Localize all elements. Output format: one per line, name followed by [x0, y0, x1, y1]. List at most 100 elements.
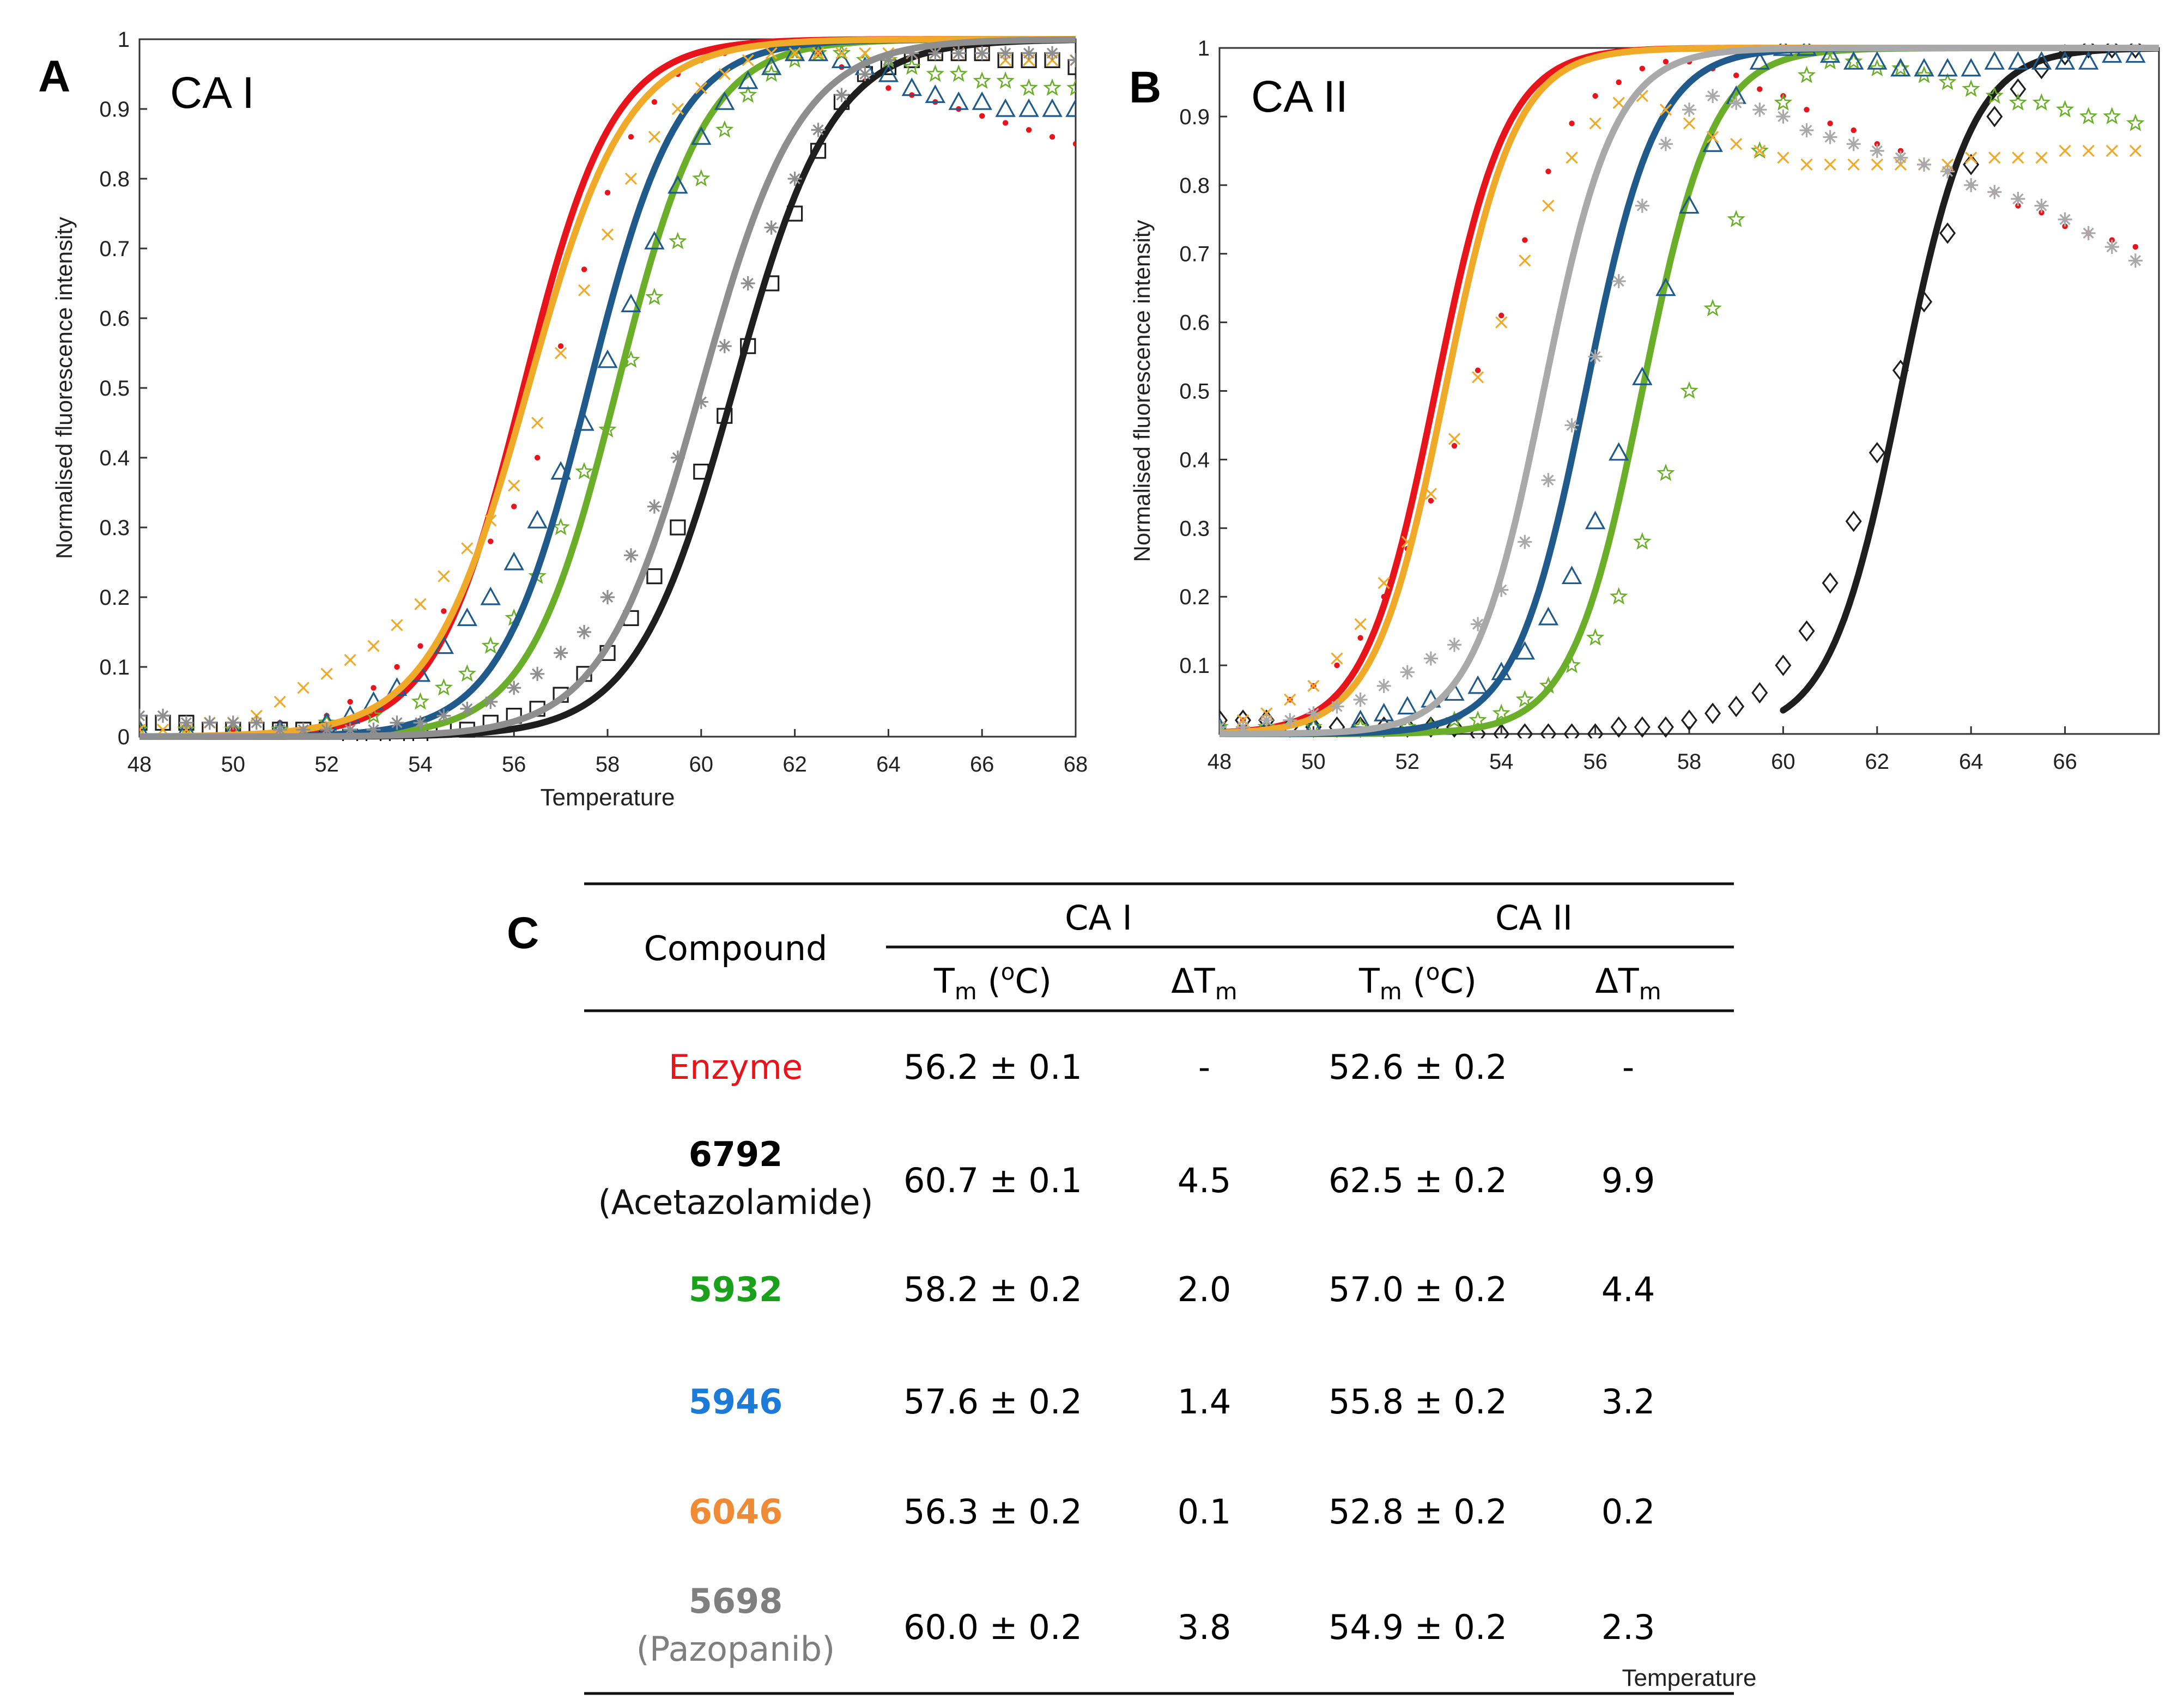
data-point-6046 [1612, 96, 1625, 109]
fit-curve-5698-pazopanib [1220, 45, 2159, 737]
data-point-enzyme [1592, 93, 1598, 99]
data-point-6792-acetazolamide [2033, 58, 2050, 80]
data-point-5698-pazopanib [1752, 102, 1767, 117]
data-point-5932 [926, 64, 944, 82]
data-point-5932 [1727, 210, 1745, 228]
y-tick-label: 0.7 [1179, 242, 1210, 266]
ca-i-tm-value: 60.0 ± 0.2 [903, 1607, 1082, 1647]
data-point-6792-acetazolamide [1657, 716, 1674, 738]
data-point-5698-pazopanib [1588, 349, 1603, 364]
data-point-6792-acetazolamide [1798, 620, 1815, 642]
data-point-6046 [1495, 316, 1508, 329]
data-point-enzyme [2132, 244, 2139, 250]
data-point-5932 [902, 57, 921, 75]
tm-unit: ( [1402, 961, 1426, 1001]
data-point-5698-pazopanib [1776, 109, 1791, 124]
data-point-6046 [1659, 104, 1672, 116]
data-point-5932 [575, 462, 593, 479]
fit-curve-enzyme [1220, 45, 2159, 736]
data-point-5946 [1065, 98, 1076, 117]
data-point-5932 [2079, 107, 2098, 125]
data-point-5932 [434, 678, 453, 696]
ca-i-tm-value: 56.3 ± 0.2 [903, 1492, 1082, 1532]
data-point-enzyme [979, 113, 985, 119]
data-point-5698-pazopanib [1494, 582, 1509, 597]
data-point-6046 [695, 82, 707, 94]
data-point-6046 [718, 68, 731, 81]
data-point-5698-pazopanib [390, 715, 404, 730]
data-point-5946 [1632, 367, 1653, 385]
dtm-base: ΔT [1171, 961, 1215, 1001]
data-point-5698-pazopanib [1706, 89, 1720, 104]
data-point-5946 [808, 42, 829, 62]
data-point-5698-pazopanib [1447, 638, 1461, 652]
data-point-5932 [1562, 655, 1581, 673]
panel-label-c: C [507, 908, 539, 958]
data-point-5946 [1961, 58, 1981, 77]
data-point-5946 [433, 635, 454, 654]
data-point-6046 [274, 695, 286, 708]
x-tick-label: 50 [221, 752, 246, 776]
data-point-5946 [714, 91, 735, 110]
data-point-5946 [2054, 51, 2076, 70]
data-point-5932 [645, 287, 664, 305]
data-point-5698-pazopanib [623, 548, 638, 563]
data-point-5932 [739, 85, 757, 103]
data-point-enzyme [347, 699, 353, 705]
data-point-6792-acetazolamide [1986, 106, 2003, 127]
data-point-5932 [1515, 690, 1534, 708]
data-point-5698-pazopanib [1541, 473, 1556, 488]
data-point-5946 [1984, 51, 2005, 70]
data-point-5932 [1657, 463, 1675, 481]
y-tick-label: 0.2 [99, 586, 130, 610]
data-point-5698-pazopanib [1658, 137, 1673, 151]
x-tick-label: 60 [689, 752, 714, 776]
data-point-6046 [1730, 138, 1743, 150]
data-point-5698-pazopanib [717, 339, 732, 354]
data-point-5698-pazopanib [928, 46, 943, 60]
data-point-enzyme [534, 454, 541, 461]
data-point-5946 [1397, 696, 1418, 715]
data-point-5932 [1774, 93, 1793, 111]
data-point-enzyme [1072, 141, 1076, 147]
data-point-5698-pazopanib [1376, 678, 1391, 693]
ca-ii-dtm-header: ΔTm [1595, 961, 1661, 1005]
data-point-5698-pazopanib [741, 276, 755, 290]
ca-i-tm-value: 57.6 ± 0.2 [903, 1382, 1082, 1422]
data-point-enzyme [1569, 120, 1575, 126]
data-point-6046 [2106, 144, 2118, 157]
data-point-5698-pazopanib [413, 715, 428, 730]
y-tick-label: 0.6 [99, 307, 130, 331]
data-point-5698-pazopanib [1823, 130, 1837, 144]
fit-curve-6046 [1220, 45, 2159, 736]
tm-unit-close: C) [1015, 961, 1051, 1001]
data-point-5698-pazopanib [670, 451, 685, 465]
x-tick-label: 66 [2053, 750, 2077, 774]
data-point-enzyme [651, 99, 658, 105]
data-point-5946 [784, 42, 805, 62]
data-point-6046 [1424, 488, 1437, 500]
x-tick-label: 64 [1959, 750, 1983, 774]
table-row: 6792 (Acetazolamide) 60.7 ± 0.1 4.5 62.5 ± 0… [598, 1134, 1655, 1222]
data-point-6046 [1519, 254, 1531, 267]
chart-title: CA I [170, 68, 254, 118]
data-point-5698-pazopanib [577, 625, 592, 639]
series-5932 [1220, 45, 2159, 737]
data-point-5698-pazopanib [272, 722, 287, 737]
data-point-5946 [644, 230, 665, 250]
data-point-5698-pazopanib [975, 46, 990, 60]
data-point-enzyme [1499, 312, 1504, 319]
data-point-6046 [1471, 371, 1484, 384]
data-point-enzyme [1522, 237, 1528, 243]
data-point-5932 [996, 71, 1015, 89]
data-point-6792-acetazolamide [810, 143, 827, 159]
data-point-6792-acetazolamide [1822, 572, 1839, 594]
data-point-5698-pazopanib [1259, 713, 1274, 727]
data-point-5698-pazopanib [226, 715, 240, 730]
ca-ii-tm-value: 54.9 ± 0.2 [1328, 1607, 1507, 1647]
data-point-6046 [2012, 151, 2024, 164]
data-point-6046 [1847, 158, 1860, 171]
data-point-5946 [621, 294, 641, 313]
data-point-5932 [1539, 676, 1558, 694]
